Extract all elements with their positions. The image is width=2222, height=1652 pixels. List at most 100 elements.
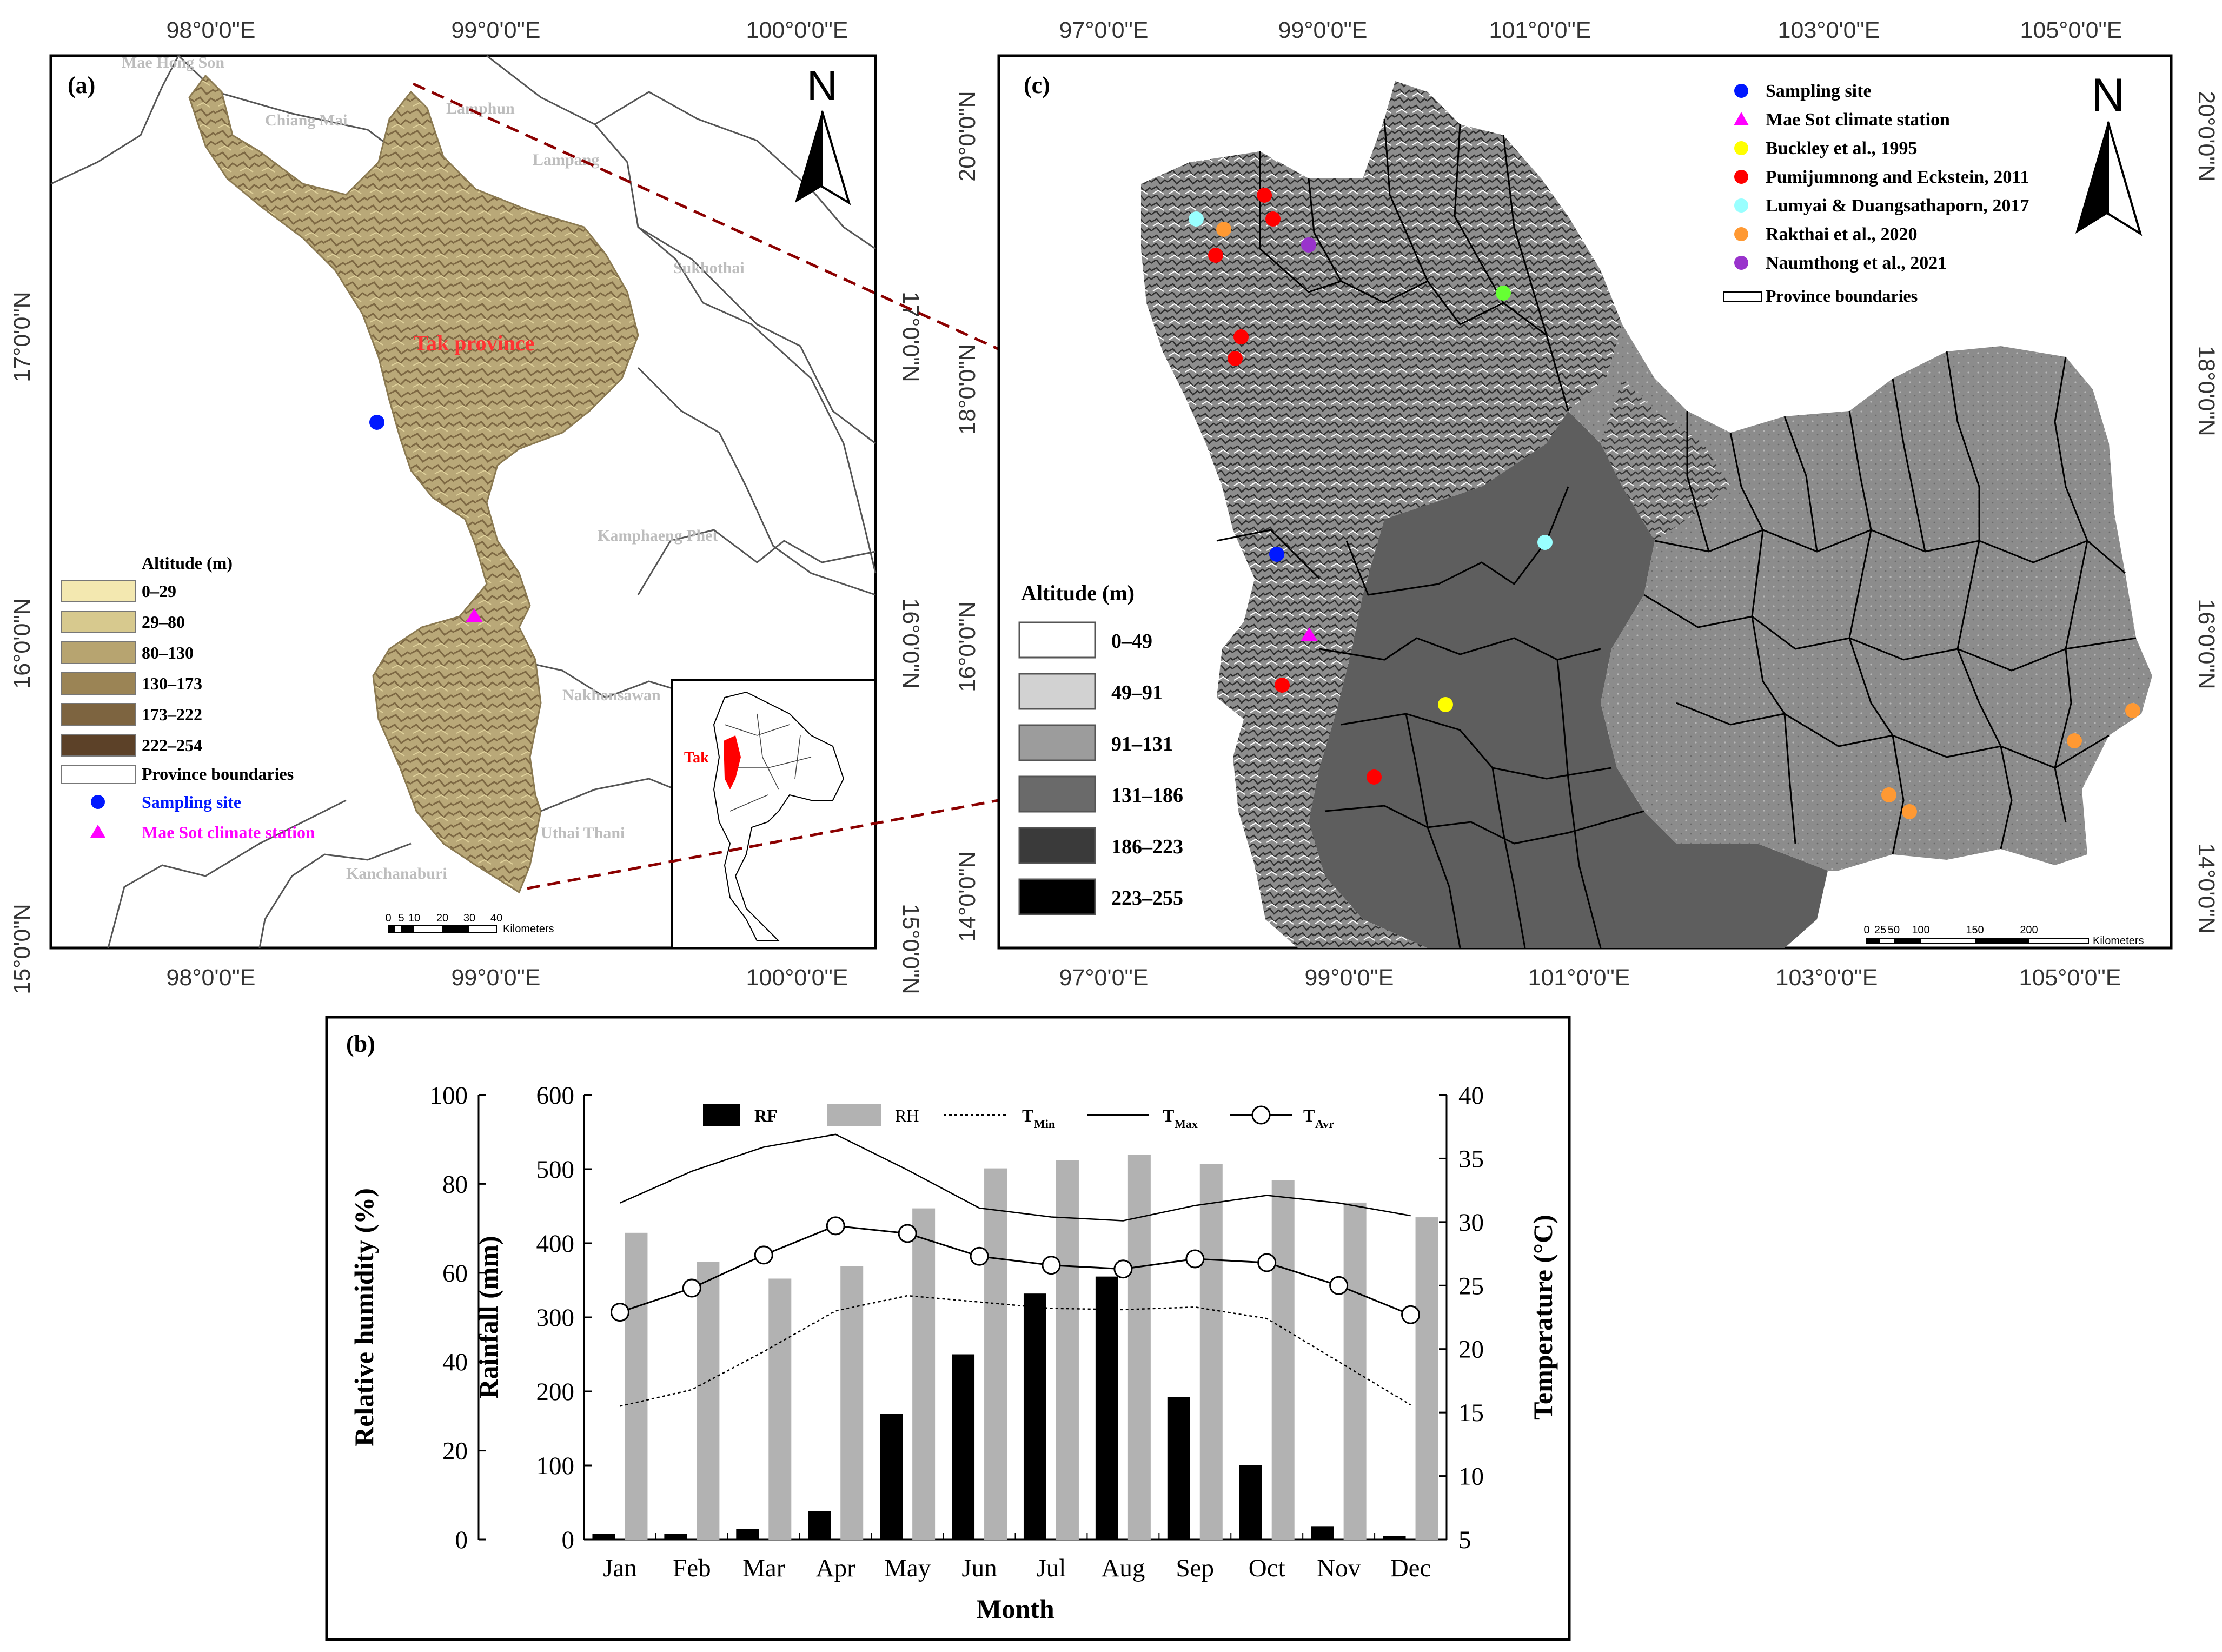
legend-class-label: 0–49 xyxy=(1111,630,1152,653)
tavr-point xyxy=(1329,1276,1349,1295)
scale-tick: 50 xyxy=(1888,924,1900,936)
legend-swatch xyxy=(1018,775,1096,813)
legend-marker-icon xyxy=(1734,84,1748,98)
northern-highlands xyxy=(1141,81,1622,719)
humidity-tick-label: 40 xyxy=(442,1348,468,1376)
rainfall-tick-label: 400 xyxy=(536,1230,575,1258)
study-legend-c: Sampling site Mae Sot climate station Buck… xyxy=(1734,81,2029,273)
humidity-tick-label: 20 xyxy=(442,1437,468,1465)
rainfall-tick-label: 100 xyxy=(536,1452,575,1480)
legend-swatch xyxy=(61,641,136,664)
province-label: Sukhothai xyxy=(673,259,745,277)
humidity-bar xyxy=(912,1208,936,1540)
scale-tick: 20 xyxy=(436,912,448,924)
humidity-bar xyxy=(697,1262,720,1540)
panel-b-label: (b) xyxy=(346,1031,375,1057)
inset-tak-label: Tak xyxy=(684,749,709,766)
legend-sub: Max xyxy=(1175,1117,1198,1131)
scale-tick: 100 xyxy=(1912,924,1929,936)
legend-sub: Avr xyxy=(1315,1117,1334,1131)
x-axis-title: Month xyxy=(976,1594,1054,1624)
longitude-tick: 101°0'0"E xyxy=(1528,965,1630,991)
month-tick-label: Dec xyxy=(1390,1554,1431,1582)
latitude-tick: 16°0'0"N xyxy=(954,601,980,692)
rainfall-axis-title: Rainfall (mm) xyxy=(473,1236,503,1398)
rakthai-site-marker xyxy=(1881,787,1896,802)
latitude-tick: 18°0'0"N xyxy=(954,344,980,434)
rainfall-bar xyxy=(592,1534,615,1540)
scale-unit: Kilometers xyxy=(503,923,554,935)
province-boundaries-c xyxy=(1216,118,2137,948)
temperature-tick-label: 35 xyxy=(1458,1145,1484,1173)
pumijumnong-site-marker xyxy=(1228,351,1243,366)
panel-a-label: (a) xyxy=(68,72,95,98)
pumijumnong-site-marker xyxy=(1265,211,1281,227)
tavr-point xyxy=(826,1216,845,1236)
humidity-bar xyxy=(984,1168,1007,1540)
tavr-point xyxy=(970,1246,989,1266)
sampling-site-marker xyxy=(1269,547,1284,562)
legend-swatch xyxy=(1018,827,1096,864)
longitude-tick: 103°0'0"E xyxy=(1778,17,1880,43)
connector-line xyxy=(527,738,1323,890)
rakthai-site-marker xyxy=(1902,804,1917,819)
longitude-tick: 100°0'0"E xyxy=(746,965,848,991)
legend-rh-swatch xyxy=(827,1104,881,1126)
humidity-bar xyxy=(1271,1180,1295,1540)
legend-boundaries-label: Province boundaries xyxy=(142,764,294,784)
panel-c-label: (c) xyxy=(1024,72,1050,98)
month-tick-label: Mar xyxy=(742,1554,785,1582)
longitude-tick: 99°0'0"E xyxy=(1278,17,1367,43)
pumijumnong-site-marker xyxy=(1257,188,1272,203)
legend-label: T xyxy=(1022,1106,1033,1125)
rainfall-bar xyxy=(664,1534,687,1540)
western-mountains xyxy=(1233,519,1428,948)
latitude-tick: 20°0'0"N xyxy=(954,91,980,181)
rainfall-bar xyxy=(1239,1465,1262,1540)
legend-label: RH xyxy=(895,1106,919,1125)
pumijumnong-site-marker xyxy=(1367,769,1382,785)
month-tick-label: Jan xyxy=(603,1554,637,1582)
climate-station-marker xyxy=(466,608,483,622)
humidity-bar xyxy=(1056,1160,1079,1540)
rainfall-tick-label: 200 xyxy=(536,1378,575,1406)
north-arrow-icon: N xyxy=(2075,69,2143,236)
scale-tick: 10 xyxy=(408,912,420,924)
tmax-line xyxy=(619,1133,1411,1222)
legend-swatch xyxy=(61,611,136,633)
month-tick-label: May xyxy=(884,1554,931,1582)
temperature-tick-label: 40 xyxy=(1458,1082,1484,1110)
tavr-point xyxy=(1401,1305,1421,1324)
latitude-tick: 14°0'0"N xyxy=(2193,843,2219,933)
humidity-bar xyxy=(1127,1155,1151,1540)
temperature-tick-label: 30 xyxy=(1458,1209,1484,1237)
tavr-point xyxy=(1042,1256,1061,1275)
legend-swatch xyxy=(1018,673,1096,710)
longitude-tick: 97°0'0"E xyxy=(1059,965,1148,991)
north-letter: N xyxy=(807,62,837,109)
rainfall-bar xyxy=(1311,1526,1334,1540)
scale-bar-c: 0 25 50 100 150 200 Kilometers xyxy=(1863,924,2144,947)
lumyai-site-marker xyxy=(1189,211,1204,227)
legend-class-label: 29–80 xyxy=(142,612,185,632)
rainfall-bar xyxy=(1167,1397,1190,1540)
legend-swatch xyxy=(61,703,136,726)
scale-tick: 25 xyxy=(1874,924,1886,936)
tavr-point xyxy=(1113,1259,1133,1279)
rainfall-bar xyxy=(880,1414,903,1540)
month-tick-label: Apr xyxy=(816,1554,855,1582)
humidity-bar xyxy=(840,1266,864,1540)
humidity-bar xyxy=(625,1232,648,1540)
legend-label: T xyxy=(1303,1106,1315,1125)
legend-label: RF xyxy=(754,1106,778,1125)
temperature-tick-label: 15 xyxy=(1458,1399,1484,1427)
scale-tick: 200 xyxy=(2020,924,2038,936)
north-letter: N xyxy=(2091,69,2125,121)
altitude-legend-c: Altitude (m) 0–49 49–91 91–131 131–186 186–2… xyxy=(1009,567,1187,929)
study-site-markers xyxy=(1189,188,2140,819)
scale-unit: Kilometers xyxy=(2093,935,2144,947)
longitude-tick: 105°0'0"E xyxy=(2019,965,2121,991)
tavr-point xyxy=(610,1303,629,1322)
legend-tavr-icon xyxy=(1251,1105,1271,1125)
scale-tick: 150 xyxy=(1966,924,1984,936)
